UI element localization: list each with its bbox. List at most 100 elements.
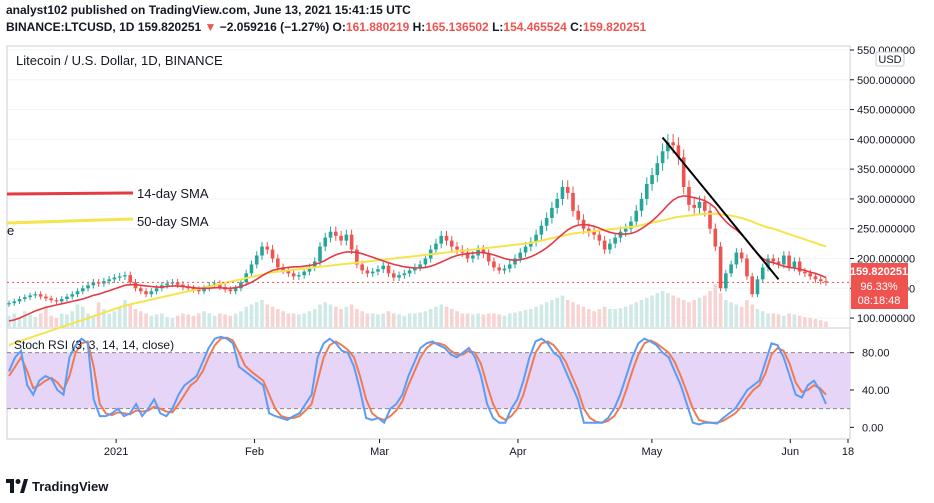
candle-body xyxy=(660,151,665,164)
volume-bar xyxy=(117,306,122,327)
price-axis[interactable]: 550.000000500.000000450.000000400.000000… xyxy=(850,45,915,325)
candle-body xyxy=(813,276,818,280)
volume-bar xyxy=(692,300,697,327)
volume-bar xyxy=(455,311,459,327)
trendline[interactable] xyxy=(661,136,780,280)
candle-body xyxy=(276,258,280,268)
candle-body xyxy=(381,265,386,270)
volume-bar xyxy=(112,311,117,327)
volume-bar xyxy=(629,304,633,327)
volume-bar xyxy=(776,314,781,327)
volume-bar xyxy=(460,313,465,327)
candle-body xyxy=(539,225,544,235)
volume-bar xyxy=(376,314,380,327)
candle-body xyxy=(560,187,565,199)
candle-body xyxy=(12,301,17,304)
candle-body xyxy=(771,258,776,262)
candle-body xyxy=(59,299,64,302)
candle-body xyxy=(666,142,670,152)
main-chart-title: Litecoin / U.S. Dollar, 1D, BINANCE xyxy=(16,53,223,68)
candle-body xyxy=(534,234,538,242)
volume-bar xyxy=(212,315,217,327)
last-price: 159.820251 xyxy=(137,20,202,34)
candle-body xyxy=(708,210,712,229)
volume-bar xyxy=(576,304,581,327)
volume-bar xyxy=(671,295,675,327)
candle-body xyxy=(228,289,233,292)
candle-body xyxy=(782,255,786,265)
candle-body xyxy=(481,249,486,254)
sma50-legend-swatch xyxy=(6,217,134,225)
candle-body xyxy=(123,275,127,277)
last-price-tag-value: 159.820251 xyxy=(850,266,908,278)
volume-bar xyxy=(471,314,475,327)
candle-body xyxy=(613,237,617,244)
candle-body xyxy=(550,207,554,218)
candle-body xyxy=(386,265,391,274)
volume-bar xyxy=(634,302,639,327)
volume-bar xyxy=(618,308,623,327)
last-price-tag-pct: 96.33% xyxy=(860,281,898,293)
candle-body xyxy=(260,246,264,256)
candle-body xyxy=(676,145,681,158)
last-price-tag: 159.820251 96.33% 08:18:48 xyxy=(850,263,908,309)
candle-body xyxy=(254,255,259,265)
low-label: L: xyxy=(492,20,504,34)
volume-bar xyxy=(286,313,291,327)
volume-bar xyxy=(676,297,681,327)
volume-bar xyxy=(123,300,127,327)
volume-bar xyxy=(107,313,111,327)
volume-bar xyxy=(782,315,786,327)
candle-body xyxy=(439,235,444,244)
candle-body xyxy=(634,210,639,222)
chart-area[interactable]: Litecoin / U.S. Dollar, 1D, BINANCE 14-d… xyxy=(0,44,934,474)
time-axis[interactable]: 2021 Feb Mar Apr May Jun 18 xyxy=(104,439,854,458)
volume-bar xyxy=(486,313,491,327)
volume-bar xyxy=(608,309,612,327)
volume-bar xyxy=(38,313,43,327)
candle-body xyxy=(117,276,122,278)
candle-body xyxy=(760,267,765,280)
candle-body xyxy=(376,269,380,272)
candle-body xyxy=(449,240,454,247)
volume-bar xyxy=(681,300,686,327)
candle-body xyxy=(7,303,11,305)
volume-bar xyxy=(745,300,749,327)
footer[interactable]: TradingView xyxy=(6,476,108,496)
candle-body xyxy=(328,231,333,238)
currency-badge-label: USD xyxy=(878,54,901,66)
volume-bar xyxy=(476,313,480,327)
candle-body xyxy=(107,279,111,282)
candle-body xyxy=(692,204,697,208)
candle-body xyxy=(818,279,823,282)
volume-bar xyxy=(312,309,317,327)
volume-bar xyxy=(502,315,507,327)
volume-bar xyxy=(729,302,733,327)
volume-bar xyxy=(170,318,175,327)
currency-badge[interactable] xyxy=(875,51,905,67)
stoch-rsi-axis[interactable]: 80.00 40.00 0.00 xyxy=(850,348,890,435)
volume-bar xyxy=(444,306,449,327)
volume-bar xyxy=(138,311,143,327)
volume-bar xyxy=(244,306,248,327)
volume-bars xyxy=(7,284,828,327)
candle-body xyxy=(776,261,781,265)
volume-bar xyxy=(339,309,343,327)
candle-body xyxy=(544,217,549,226)
volume-bar xyxy=(386,311,391,327)
candle-body xyxy=(571,192,575,211)
candle-body xyxy=(734,252,739,265)
candle-body xyxy=(112,277,117,280)
candle-body xyxy=(80,288,85,292)
volume-bar xyxy=(276,309,280,327)
candle-body xyxy=(750,276,755,295)
volume-bar xyxy=(792,314,797,327)
volume-bar xyxy=(428,309,433,327)
volume-bar xyxy=(581,306,586,327)
volume-bar xyxy=(697,297,702,327)
close-label: C: xyxy=(570,20,583,34)
candle-body xyxy=(455,246,459,250)
candle-body xyxy=(486,253,491,262)
candle-body xyxy=(444,235,449,241)
volume-bar xyxy=(639,300,644,327)
